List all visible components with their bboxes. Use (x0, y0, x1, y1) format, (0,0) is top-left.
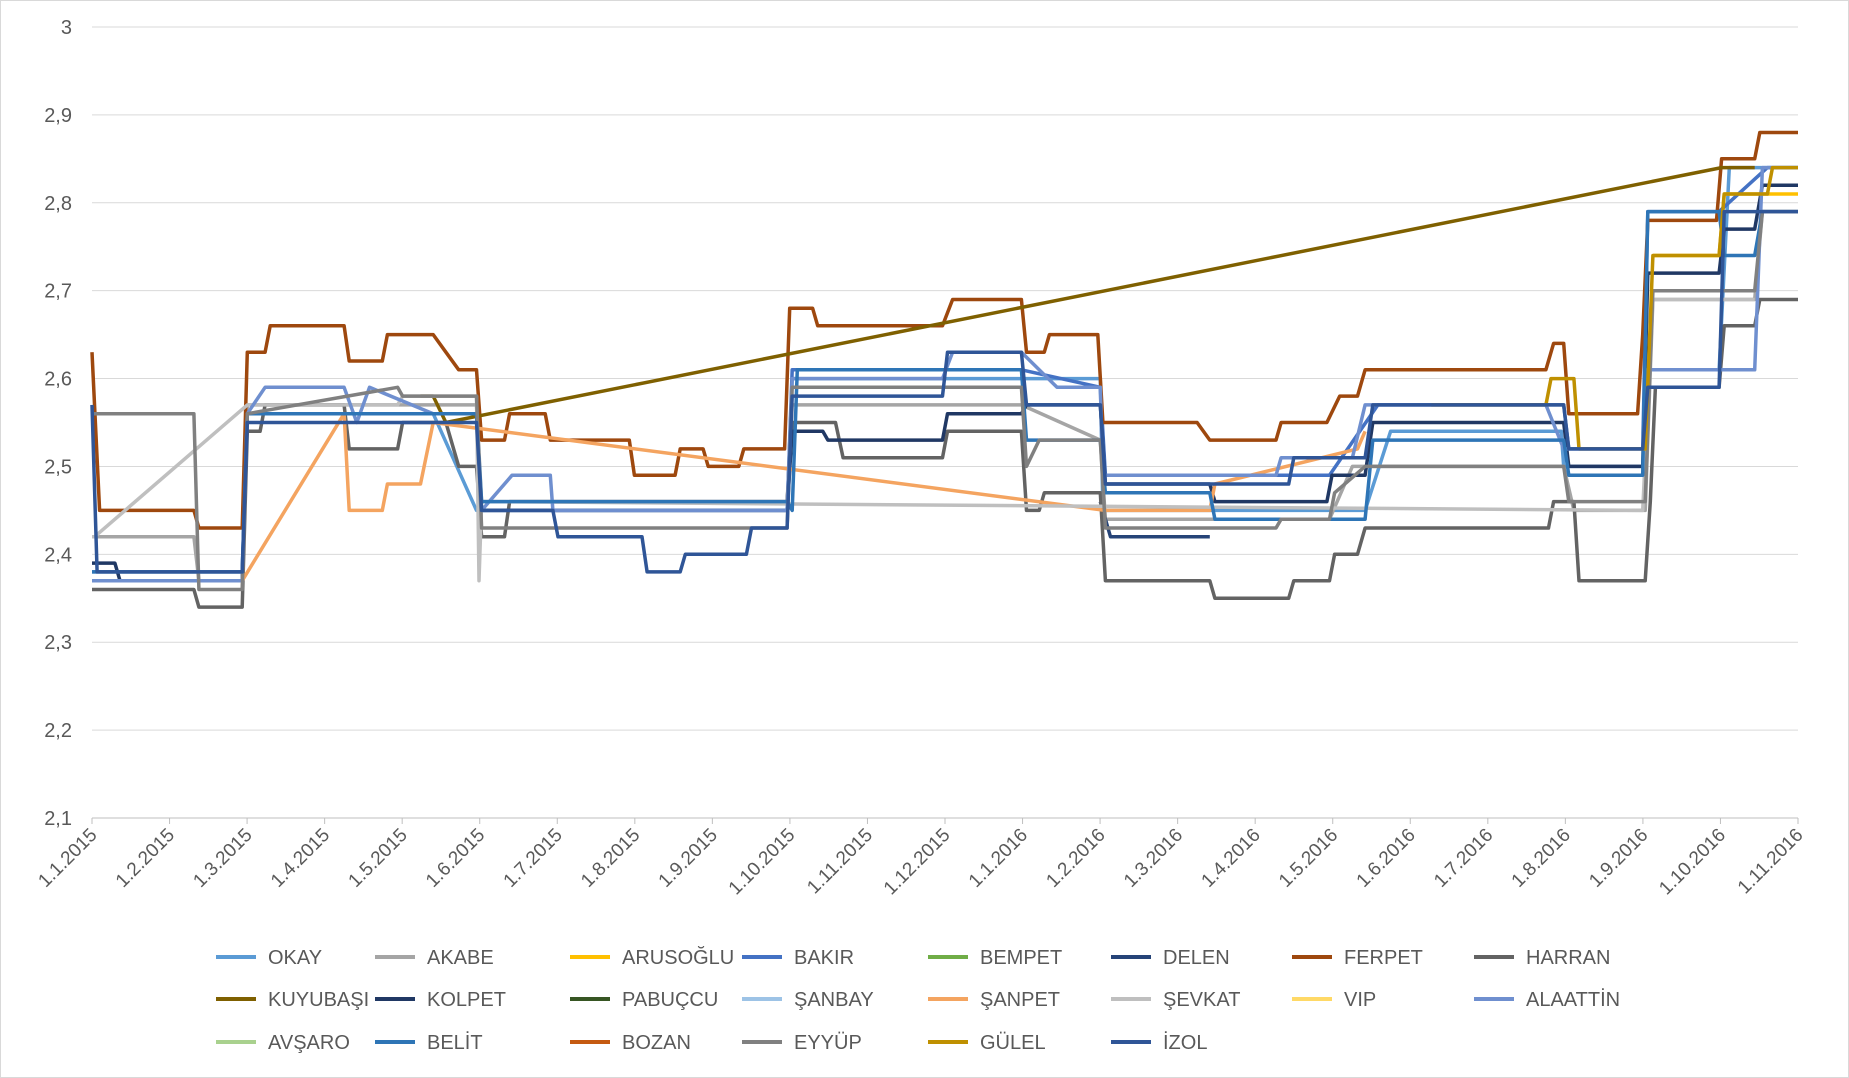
y-tick-label: 2,8 (44, 193, 72, 215)
legend-label: ŞANPET (980, 989, 1060, 1011)
y-tick-label: 2,4 (44, 544, 72, 566)
y-tick-label: 2,6 (44, 369, 72, 391)
legend-label: İZOL (1163, 1031, 1207, 1054)
x-tick-label: 1.6.2016 (1353, 825, 1420, 892)
legend-label: FERPET (1344, 947, 1423, 969)
x-tick-label: 1.9.2015 (655, 825, 722, 892)
legend-label: ARUSOĞLU (622, 946, 734, 969)
legend-label: ŞEVKAT (1163, 989, 1240, 1011)
x-tick-label: 1.2.2015 (112, 825, 179, 892)
x-tick-label: 1.7.2016 (1430, 825, 1497, 892)
series-line-gülel (1431, 165, 1798, 451)
x-tick-label: 1.8.2016 (1508, 825, 1575, 892)
x-tick-label: 1.3.2016 (1120, 825, 1187, 892)
y-tick-label: 3 (61, 17, 72, 39)
x-tick-label: 1.7.2015 (500, 825, 567, 892)
x-tick-label: 1.10.2015 (725, 825, 800, 900)
legend-label: BAKIR (794, 947, 854, 969)
legend-label: BEMPET (980, 947, 1062, 969)
y-tick-label: 2,9 (44, 105, 72, 127)
x-tick-label: 1.4.2016 (1198, 825, 1265, 892)
x-tick-label: 1.12.2015 (880, 825, 955, 900)
x-tick-label: 1.9.2016 (1585, 825, 1652, 892)
legend-label: GÜLEL (980, 1032, 1046, 1054)
x-tick-label: 1.5.2016 (1275, 825, 1342, 892)
x-tick-label: 1.11.2016 (1734, 825, 1808, 899)
legend-label: HARRAN (1526, 947, 1610, 969)
series-line-şanpet (193, 411, 1367, 583)
legend-label: EYYÜP (794, 1032, 862, 1054)
x-tick-label: 1.1.2016 (965, 825, 1032, 892)
x-tick-label: 1.11.2015 (803, 825, 877, 899)
series-line-i̇zol (90, 209, 1798, 574)
x-tick-label: 1.1.2015 (34, 825, 101, 892)
legend-label: AVŞARO (268, 1032, 350, 1054)
x-tick-label: 1.2.2016 (1042, 825, 1109, 892)
legend-label: KOLPET (427, 989, 506, 1011)
y-tick-label: 2,2 (44, 720, 72, 742)
y-tick-label: 2,7 (44, 281, 72, 303)
x-tick-label: 1.8.2015 (577, 825, 644, 892)
legend-label: BELİT (427, 1031, 483, 1054)
series-line-beli̇t (92, 209, 1798, 574)
legend-label: ALAATTİN (1526, 988, 1620, 1011)
legend-label: PABUÇCU (622, 989, 718, 1011)
legend-label: OKAY (268, 947, 322, 969)
legend-label: ŞANBAY (794, 989, 874, 1011)
x-tick-label: 1.4.2015 (267, 825, 334, 892)
legend-label: BOZAN (622, 1032, 691, 1054)
x-tick-label: 1.10.2016 (1655, 825, 1730, 900)
legend-label: DELEN (1163, 947, 1230, 969)
y-tick-label: 2,1 (44, 808, 72, 830)
x-tick-label: 1.6.2015 (422, 825, 489, 892)
y-tick-label: 2,5 (44, 456, 72, 478)
x-tick-label: 1.3.2015 (189, 825, 256, 892)
legend-label: KUYUBAŞI (268, 989, 369, 1011)
x-tick-label: 1.5.2015 (345, 825, 412, 892)
legend-label: AKABE (427, 947, 494, 969)
series-line-ferpet (90, 130, 1798, 530)
y-tick-label: 2,3 (44, 632, 72, 654)
legend-label: VIP (1344, 989, 1376, 1011)
series-line-harran (92, 297, 1798, 609)
series-line-eyyüp (92, 209, 1798, 592)
